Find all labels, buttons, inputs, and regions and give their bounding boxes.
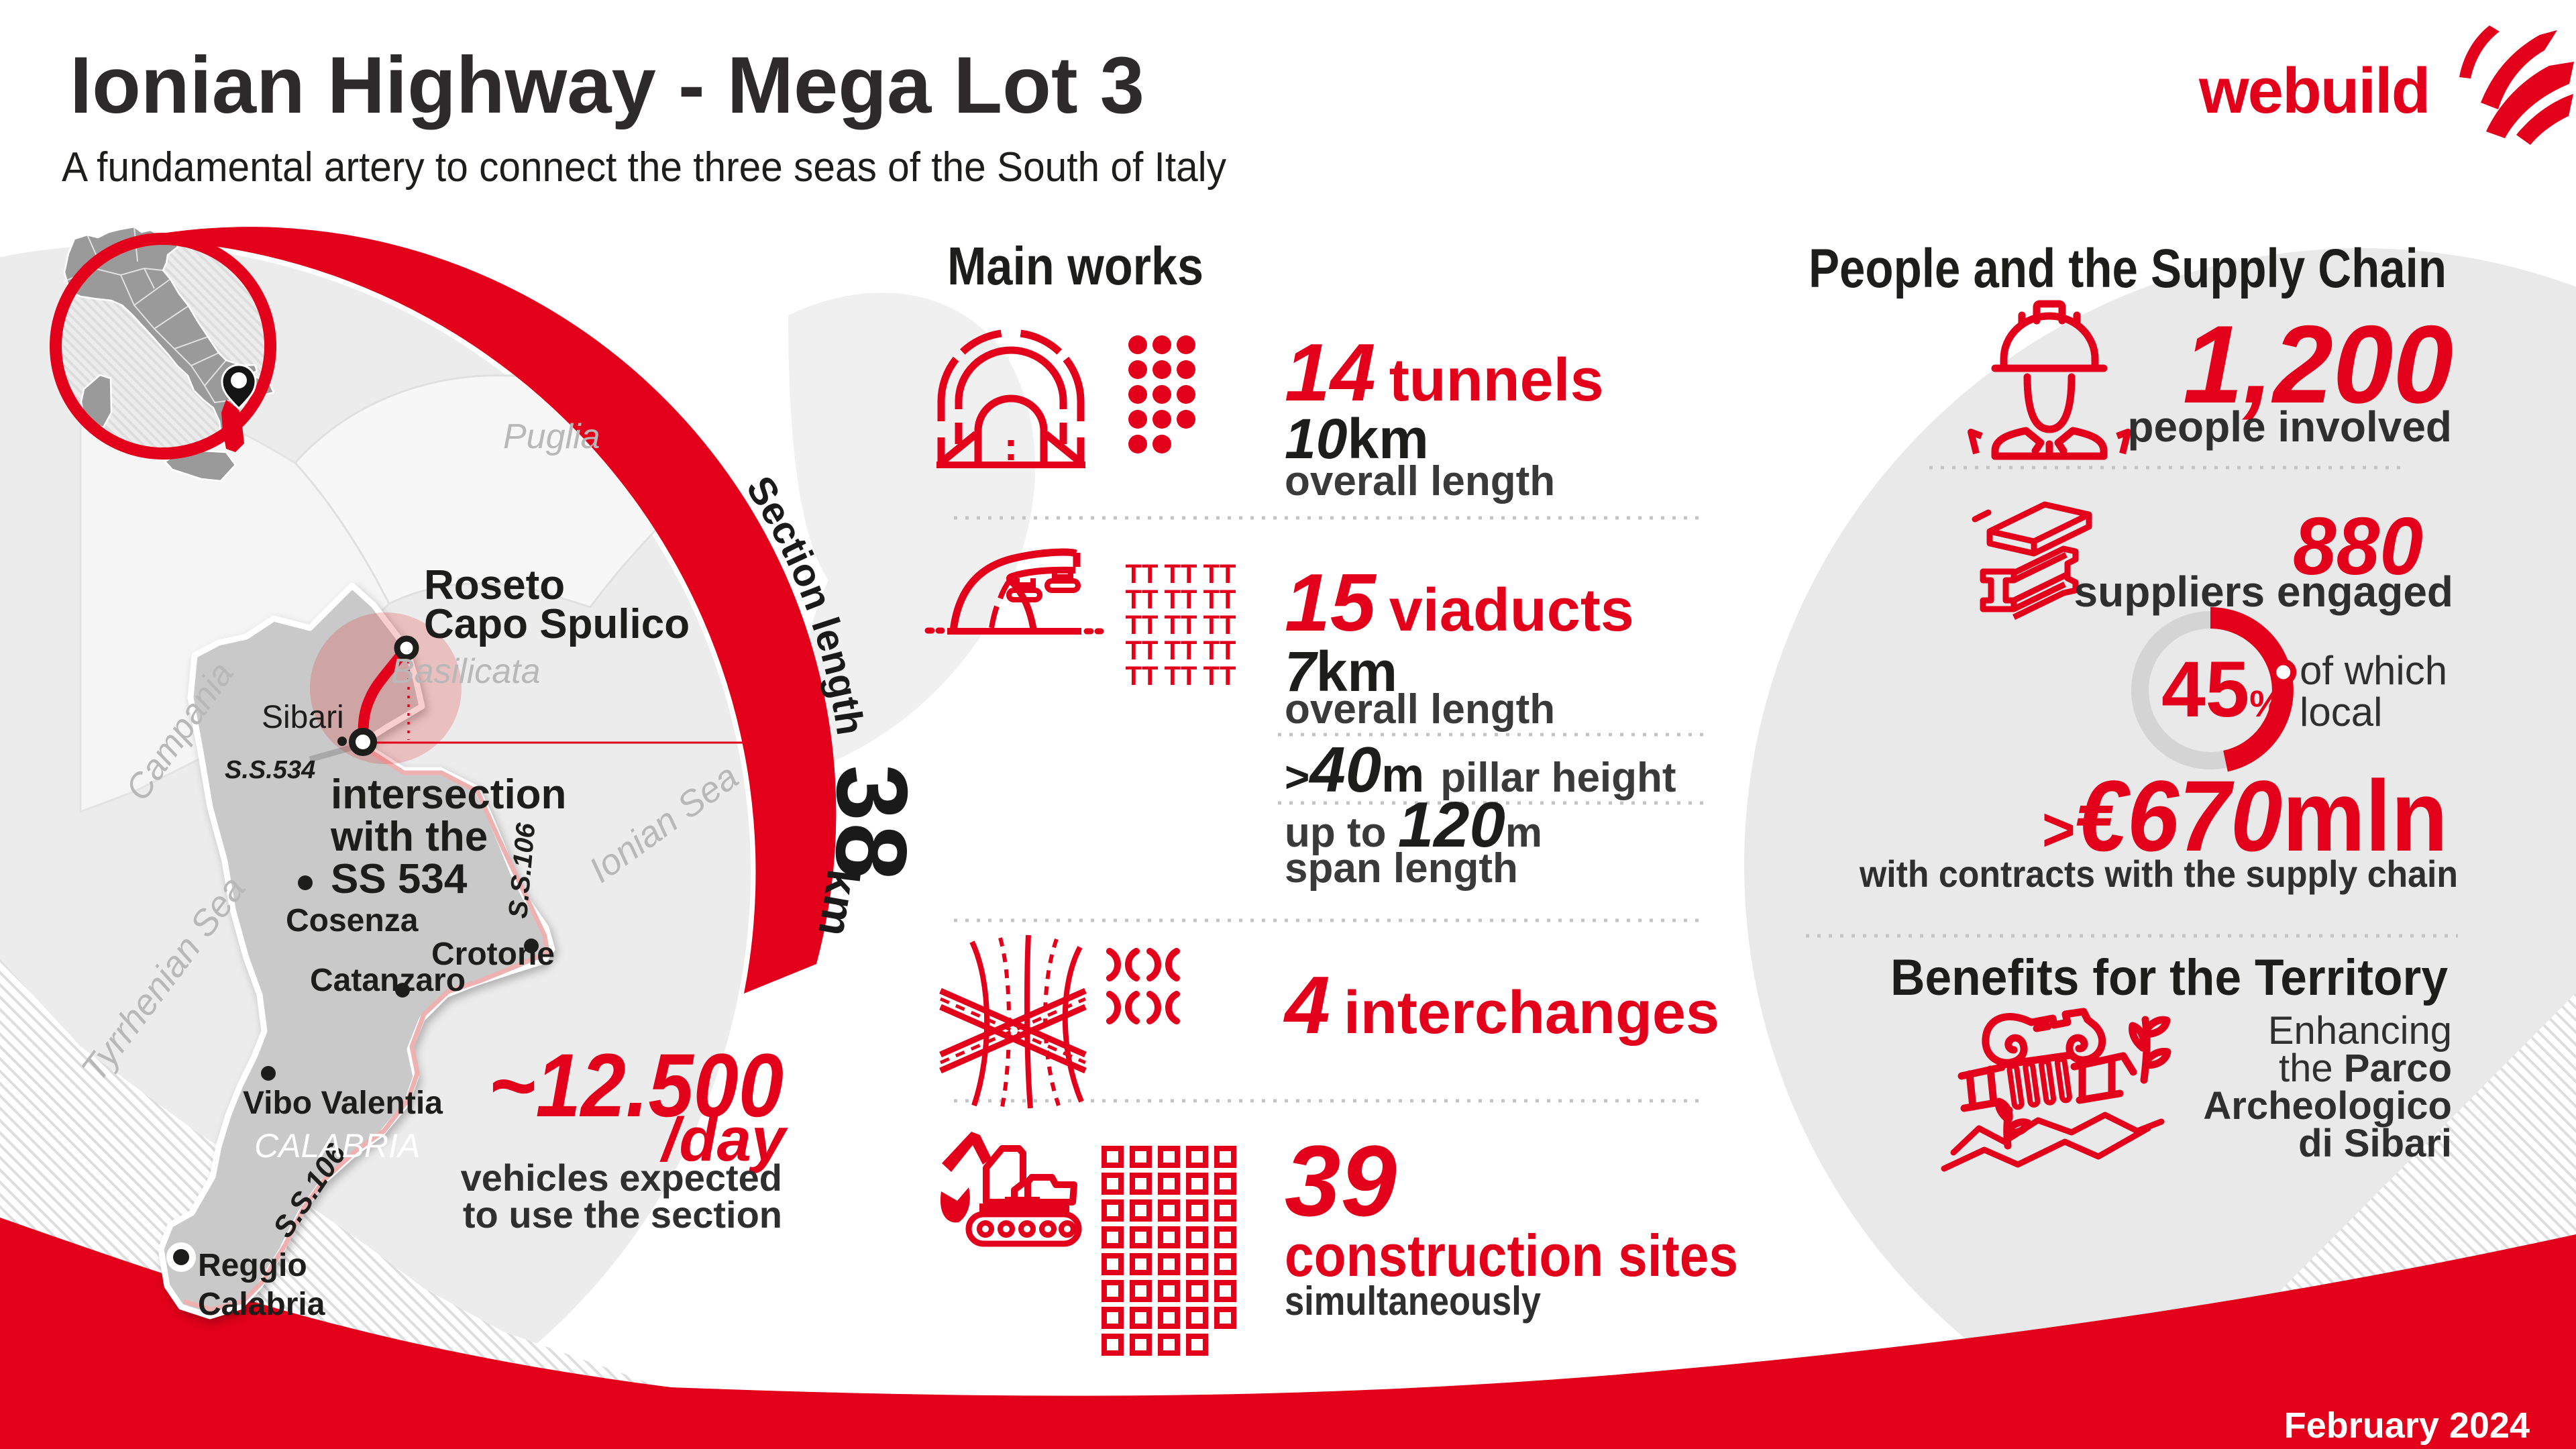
svg-text:TT: TT xyxy=(1203,585,1236,614)
svg-text:people involved: people involved xyxy=(2127,402,2452,451)
svg-text:TT: TT xyxy=(1203,559,1236,589)
svg-text:TT: TT xyxy=(1126,610,1159,640)
svg-text:Capo Spulico: Capo Spulico xyxy=(424,601,690,647)
svg-text:880: 880 xyxy=(2293,500,2423,592)
svg-text:TT: TT xyxy=(1126,661,1159,691)
svg-text:Reggio: Reggio xyxy=(198,1248,307,1283)
svg-text:Catanzaro: Catanzaro xyxy=(310,963,466,998)
svg-text:1,200: 1,200 xyxy=(2183,303,2453,426)
svg-text:overall length: overall length xyxy=(1285,458,1555,504)
svg-text:February 2024: February 2024 xyxy=(2284,1405,2530,1446)
svg-text:A fundamental artery to connec: A fundamental artery to connect the thre… xyxy=(62,144,1226,191)
svg-text:Roseto: Roseto xyxy=(424,562,565,608)
svg-text:with contracts with the supply: with contracts with the supply chain xyxy=(1859,853,2458,895)
svg-text:10km: 10km xyxy=(1285,407,1429,470)
svg-text:38: 38 xyxy=(814,763,930,883)
svg-text:People and the Supply Chain: People and the Supply Chain xyxy=(1809,238,2447,299)
svg-text:simultaneously: simultaneously xyxy=(1285,1279,1542,1324)
svg-text:SS 534: SS 534 xyxy=(331,856,468,902)
svg-text:45%: 45% xyxy=(2161,645,2283,734)
svg-text:of which: of which xyxy=(2300,648,2447,693)
svg-text:Calabria: Calabria xyxy=(198,1287,325,1322)
svg-text:suppliers engaged: suppliers engaged xyxy=(2074,568,2453,616)
svg-text:S.S.534: S.S.534 xyxy=(225,756,315,784)
svg-text:TT: TT xyxy=(1203,610,1236,640)
svg-text:Puglia: Puglia xyxy=(503,417,600,456)
svg-text:/day: /day xyxy=(659,1106,788,1174)
svg-text:Sibari: Sibari xyxy=(262,700,344,735)
svg-text:TT: TT xyxy=(1165,661,1197,691)
svg-text:>€670mln: >€670mln xyxy=(2042,759,2448,872)
svg-text:Crotone: Crotone xyxy=(431,936,555,972)
svg-text:TT: TT xyxy=(1165,636,1197,665)
svg-text:overall length: overall length xyxy=(1285,686,1555,733)
svg-text:7km: 7km xyxy=(1285,640,1397,703)
svg-text:vehicles expected: vehicles expected xyxy=(461,1157,782,1199)
svg-text:~12.500: ~12.500 xyxy=(488,1036,784,1136)
svg-text:Enhancing: Enhancing xyxy=(2268,1009,2452,1053)
svg-text:km: km xyxy=(808,867,869,940)
svg-text:TT: TT xyxy=(1165,585,1197,614)
svg-text:TT: TT xyxy=(1126,585,1159,614)
svg-text:Main works: Main works xyxy=(947,236,1203,296)
svg-text:webuild: webuild xyxy=(2198,55,2429,127)
svg-text:TT: TT xyxy=(1126,559,1159,589)
svg-text:Archeologico: Archeologico xyxy=(2203,1084,2452,1128)
svg-text:TT: TT xyxy=(1203,661,1236,691)
svg-text:local: local xyxy=(2300,690,2382,735)
svg-text:span length: span length xyxy=(1285,845,1518,892)
svg-text:Ionian Highway - Mega Lot 3: Ionian Highway - Mega Lot 3 xyxy=(70,40,1144,130)
svg-text:the Parco: the Parco xyxy=(2279,1046,2452,1090)
svg-text:di Sibari: di Sibari xyxy=(2298,1122,2452,1165)
svg-text:Benefits for the Territory: Benefits for the Territory xyxy=(1890,949,2448,1006)
svg-text:TT: TT xyxy=(1165,610,1197,640)
svg-text:intersection: intersection xyxy=(331,771,566,818)
svg-text:Basilicata: Basilicata xyxy=(391,652,541,691)
svg-text:39: 39 xyxy=(1285,1124,1397,1237)
svg-text:CALABRIA: CALABRIA xyxy=(254,1127,420,1165)
svg-text:TT: TT xyxy=(1165,559,1197,589)
svg-text:to use the section: to use the section xyxy=(463,1193,782,1236)
svg-text:construction sites: construction sites xyxy=(1285,1222,1738,1289)
svg-text:up to 120m: up to 120m xyxy=(1285,789,1542,861)
svg-text:TT: TT xyxy=(1126,636,1159,665)
svg-text:Vibo Valentia: Vibo Valentia xyxy=(243,1085,443,1121)
svg-text:TT: TT xyxy=(1203,636,1236,665)
svg-text:Cosenza: Cosenza xyxy=(286,903,419,938)
svg-text:with the: with the xyxy=(330,814,488,860)
